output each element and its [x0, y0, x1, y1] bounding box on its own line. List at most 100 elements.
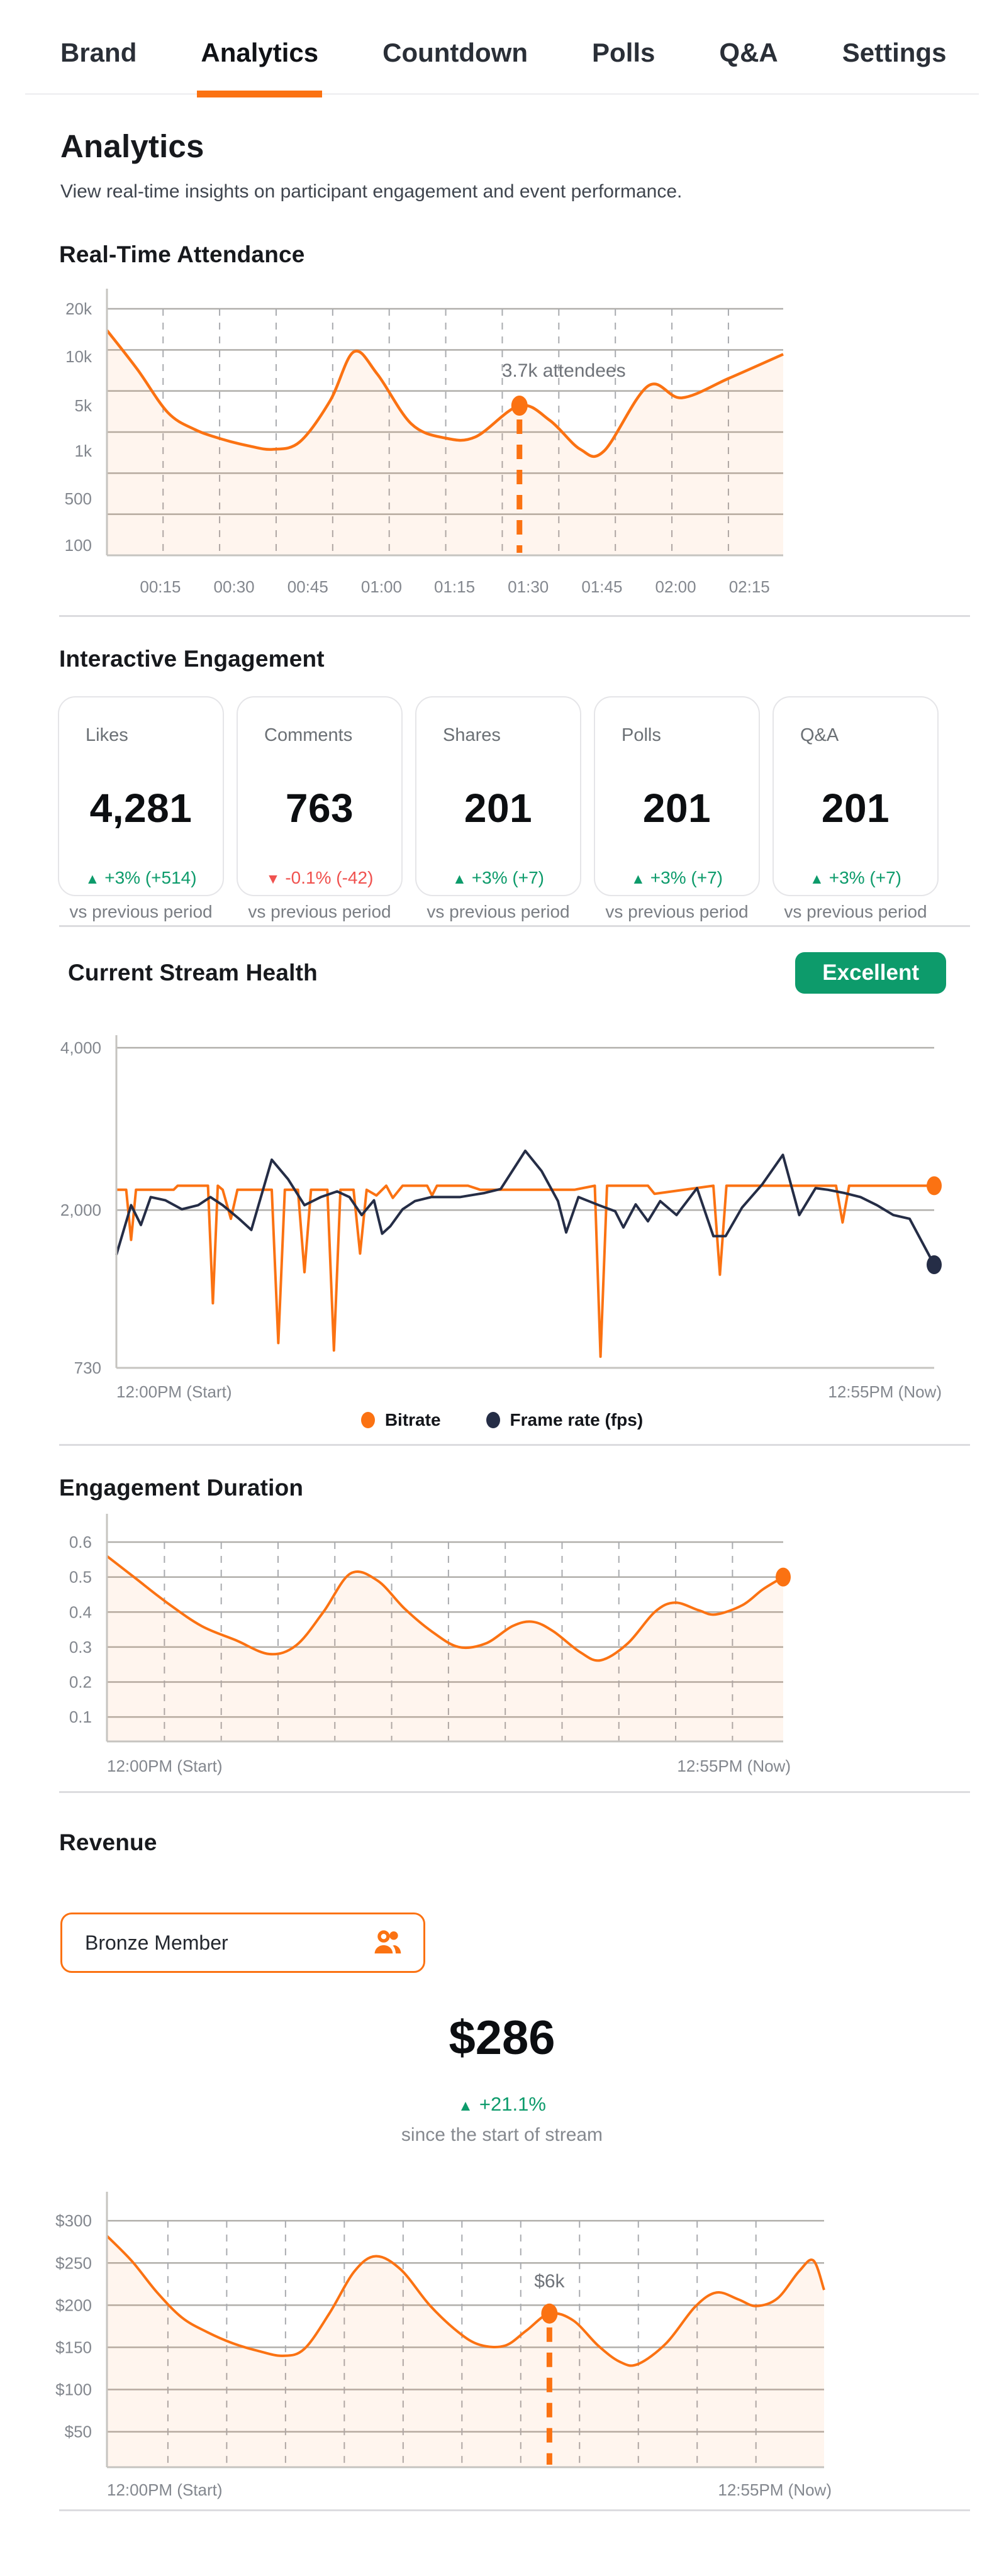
page: Brand Analytics Countdown Polls Q&A Sett… — [25, 0, 979, 2511]
tab-brand[interactable]: Brand — [60, 38, 137, 67]
svg-text:12:00PM (Start): 12:00PM (Start) — [116, 1382, 232, 1401]
svg-text:0.5: 0.5 — [69, 1568, 92, 1587]
section-revenue: Revenue Bronze Member $286 ▲ +21.1% since… — [25, 1829, 979, 2511]
section-attendance: Real-Time Attendance 3.7k attendees 20k 10… — [25, 242, 979, 617]
svg-text:00:30: 00:30 — [214, 577, 255, 596]
legend-label: Bitrate — [384, 1410, 441, 1430]
metric-delta: ▼ -0.1% (-42) — [266, 868, 374, 888]
metric-value: 201 — [464, 786, 533, 831]
revenue-heading: Revenue — [59, 1829, 157, 1855]
section-divider — [59, 925, 970, 927]
svg-text:01:45: 01:45 — [581, 577, 622, 596]
svg-text:02:15: 02:15 — [729, 577, 770, 596]
svg-text:5k: 5k — [75, 396, 92, 415]
page-title: Analytics — [60, 128, 204, 164]
metric-value: 201 — [821, 786, 890, 831]
metric-delta-text: +3% (+514) — [104, 868, 197, 887]
health-legend: Bitrate Frame rate (fps) — [25, 1410, 979, 1430]
section-engagement: Interactive Engagement Likes 4,281 ▲ +3% … — [25, 646, 979, 927]
metric-delta-text: +3% (+7) — [828, 868, 901, 887]
svg-text:02:00: 02:00 — [655, 577, 696, 596]
svg-text:01:00: 01:00 — [361, 577, 402, 596]
framerate-dot-icon — [486, 1412, 500, 1428]
svg-text:730: 730 — [74, 1358, 101, 1377]
svg-text:12:00PM (Start): 12:00PM (Start) — [107, 2480, 223, 2499]
health-status-badge: Excellent — [795, 952, 946, 994]
metric-label: Likes — [86, 725, 128, 745]
metric-delta: ▲ +3% (+7) — [452, 868, 544, 888]
metric-delta-text: +3% (+7) — [471, 868, 544, 887]
svg-text:$100: $100 — [55, 2380, 92, 2399]
metric-card-shares: Shares 201 ▲ +3% (+7) vs previous period — [415, 696, 581, 921]
svg-text:$300: $300 — [55, 2211, 92, 2230]
svg-text:$250: $250 — [55, 2253, 92, 2272]
members-icon — [374, 1930, 401, 1954]
legend-item-bitrate: Bitrate — [360, 1410, 441, 1430]
metric-delta: ▲ +3% (+514) — [85, 868, 196, 888]
revenue-chart: $6k $300 $250 $200 $150 $100 $50 12:00PM (Start… — [25, 2184, 979, 2506]
section-divider — [59, 615, 970, 617]
section-duration: Engagement Duration 0.6 0.5 0.4 0.3 0.2 0.1 12… — [25, 1475, 979, 1793]
metric-caption: vs previous period — [69, 902, 213, 921]
duration-chart: 0.6 0.5 0.4 0.3 0.2 0.1 12:00PM (Start) 12:55PM… — [25, 1514, 979, 1787]
metric-value: 763 — [285, 786, 354, 831]
tab-qa[interactable]: Q&A — [719, 38, 778, 67]
svg-text:1k: 1k — [75, 441, 92, 460]
metric-value: 201 — [642, 786, 711, 831]
svg-text:01:30: 01:30 — [508, 577, 549, 596]
metric-card-polls: Polls 201 ▲ +3% (+7) vs previous period — [594, 696, 760, 921]
trend-arrow-icon: ▼ — [265, 870, 281, 887]
tab-settings[interactable]: Settings — [842, 38, 947, 67]
metric-caption: vs previous period — [784, 902, 927, 921]
svg-text:12:00PM (Start): 12:00PM (Start) — [107, 1757, 223, 1775]
tab-countdown[interactable]: Countdown — [382, 38, 528, 67]
metric-delta-text: -0.1% (-42) — [285, 868, 374, 887]
metric-caption: vs previous period — [427, 902, 570, 921]
metric-label: Q&A — [800, 725, 839, 745]
svg-text:$150: $150 — [55, 2338, 92, 2357]
section-divider — [59, 2509, 970, 2511]
svg-text:20k: 20k — [65, 299, 92, 318]
tab-polls[interactable]: Polls — [592, 38, 655, 67]
metric-label: Comments — [264, 725, 353, 745]
member-tier-select[interactable]: Bronze Member — [60, 1913, 425, 1973]
svg-text:10k: 10k — [65, 347, 92, 366]
trend-arrow-icon: ▲ — [452, 870, 467, 887]
svg-text:00:45: 00:45 — [287, 577, 328, 596]
metric-caption: vs previous period — [605, 902, 749, 921]
attendance-chart: 3.7k attendees 20k 10k 5k 1k 500 100 00:15 00:30… — [25, 283, 979, 610]
svg-text:$6k: $6k — [534, 2271, 565, 2292]
section-divider — [59, 1444, 970, 1446]
trend-arrow-icon: ▲ — [810, 870, 824, 887]
metric-delta-text: +3% (+7) — [650, 868, 723, 887]
svg-text:$50: $50 — [65, 2423, 92, 2441]
svg-text:2,000: 2,000 — [60, 1201, 101, 1219]
metric-delta: ▲ +3% (+7) — [810, 868, 901, 888]
svg-text:00:15: 00:15 — [140, 577, 181, 596]
member-tier-label: Bronze Member — [85, 1931, 228, 1954]
tab-analytics[interactable]: Analytics — [197, 38, 322, 97]
metric-card-comments: Comments 763 ▼ -0.1% (-42) vs previous pe… — [237, 696, 403, 921]
metric-value: 4,281 — [89, 786, 192, 831]
svg-text:0.4: 0.4 — [69, 1602, 92, 1621]
legend-label: Frame rate (fps) — [510, 1410, 644, 1430]
page-subtitle: View real-time insights on participant e… — [60, 181, 683, 202]
metric-caption: vs previous period — [248, 902, 391, 921]
revenue-caption: since the start of stream — [401, 2124, 603, 2145]
revenue-delta-text: +21.1% — [479, 2093, 546, 2115]
svg-text:$200: $200 — [55, 2296, 92, 2314]
section-divider — [59, 1791, 970, 1793]
section-health: Current Stream Health Excellent 4,000 2,0… — [25, 952, 979, 1446]
svg-text:12:55PM (Now): 12:55PM (Now) — [677, 1757, 791, 1775]
revenue-total: $286 — [449, 2011, 555, 2065]
svg-text:500: 500 — [65, 489, 92, 508]
trend-arrow-icon: ▲ — [85, 870, 100, 887]
svg-text:0.2: 0.2 — [69, 1672, 92, 1691]
metric-card-qa: Q&A 201 ▲ +3% (+7) vs previous period — [773, 696, 939, 921]
revenue-delta: ▲ +21.1% — [25, 2093, 979, 2116]
attendance-heading: Real-Time Attendance — [59, 242, 305, 267]
duration-heading: Engagement Duration — [59, 1475, 304, 1501]
metric-label: Polls — [622, 725, 661, 745]
top-nav: Brand Analytics Countdown Polls Q&A Sett… — [25, 0, 979, 97]
metric-card-likes: Likes 4,281 ▲ +3% (+514) vs previous peri… — [58, 696, 224, 921]
